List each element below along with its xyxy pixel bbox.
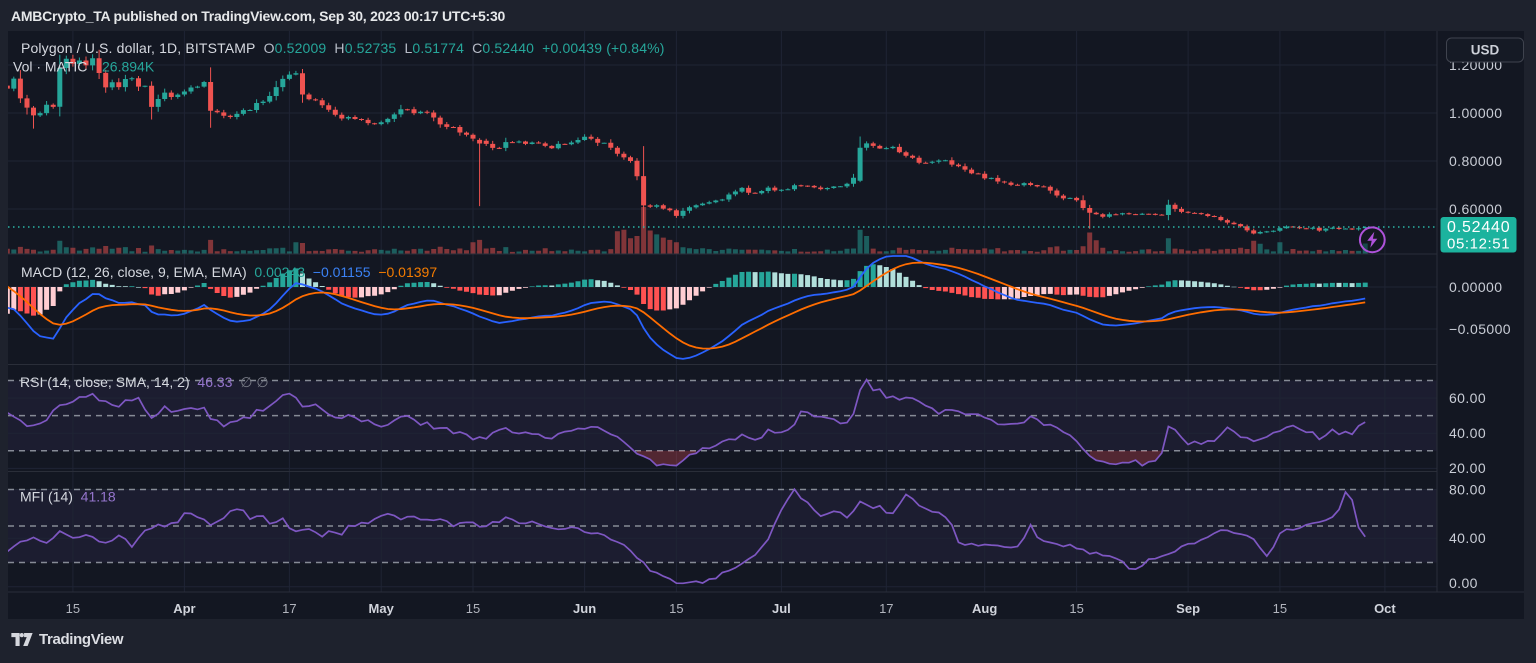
svg-text:−0.05000: −0.05000: [1449, 321, 1511, 337]
svg-text:15: 15: [66, 601, 80, 616]
svg-text:17: 17: [282, 601, 296, 616]
svg-text:0.60000: 0.60000: [1449, 201, 1502, 217]
svg-text:0.00: 0.00: [1449, 575, 1478, 591]
svg-text:Apr: Apr: [173, 601, 195, 616]
svg-text:May: May: [369, 601, 395, 616]
svg-text:Aug: Aug: [972, 601, 997, 616]
svg-text:Oct: Oct: [1374, 601, 1396, 616]
svg-text:40.00: 40.00: [1449, 425, 1486, 441]
svg-text:MFI (14) 41.18: MFI (14) 41.18: [20, 489, 116, 505]
svg-text:20.00: 20.00: [1449, 460, 1486, 476]
svg-text:0.00000: 0.00000: [1449, 279, 1502, 295]
svg-text:0.52440: 0.52440: [1447, 219, 1510, 236]
svg-text:Jul: Jul: [772, 601, 791, 616]
svg-text:MACD (12, 26, close, 9, EMA, E: MACD (12, 26, close, 9, EMA, EMA) 0.0024…: [21, 264, 437, 280]
svg-text:15: 15: [669, 601, 683, 616]
svg-text:26.894K: 26.894K: [102, 59, 155, 75]
svg-text:USD: USD: [1471, 43, 1500, 58]
svg-text:1.00000: 1.00000: [1449, 105, 1502, 121]
svg-text:17: 17: [879, 601, 893, 616]
svg-text:RSI (14, close, SMA, 14, 2) 4: RSI (14, close, SMA, 14, 2) 46.33 ∅ ∅: [20, 374, 269, 390]
svg-text:Vol · MATIC: Vol · MATIC: [13, 59, 87, 75]
svg-text:Sep: Sep: [1176, 601, 1200, 616]
svg-text:Polygon / U.S. dollar, 1D, BIT: Polygon / U.S. dollar, 1D, BITSTAMP O0.5…: [21, 40, 665, 56]
svg-text:60.00: 60.00: [1449, 390, 1486, 406]
svg-text:15: 15: [466, 601, 480, 616]
svg-text:80.00: 80.00: [1449, 481, 1486, 497]
svg-text:0.80000: 0.80000: [1449, 153, 1502, 169]
svg-text:05:12:51: 05:12:51: [1447, 236, 1510, 253]
svg-text:15: 15: [1273, 601, 1287, 616]
svg-text:Jun: Jun: [573, 601, 596, 616]
svg-text:15: 15: [1069, 601, 1083, 616]
svg-text:40.00: 40.00: [1449, 530, 1486, 546]
